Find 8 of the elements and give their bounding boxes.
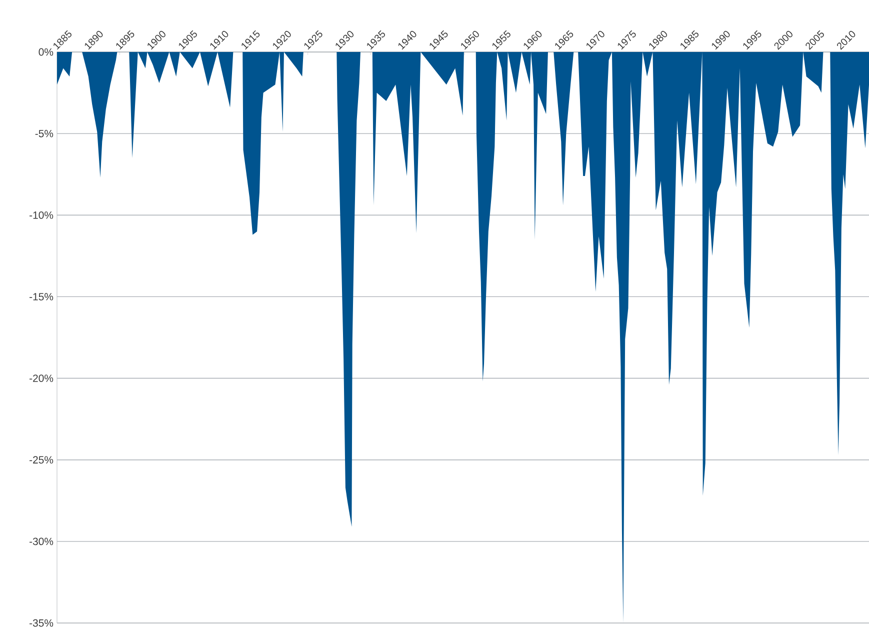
y-tick-label: -30%	[30, 538, 54, 546]
y-tick-label: -20%	[30, 374, 54, 382]
y-tick-label: 0%	[38, 48, 54, 56]
y-tick-label: -5%	[35, 130, 54, 138]
y-tick-label: -10%	[30, 211, 54, 219]
y-tick-label: -15%	[30, 293, 54, 300]
y-tick-label: -35%	[30, 619, 54, 627]
y-tick-label: -25%	[30, 456, 54, 464]
